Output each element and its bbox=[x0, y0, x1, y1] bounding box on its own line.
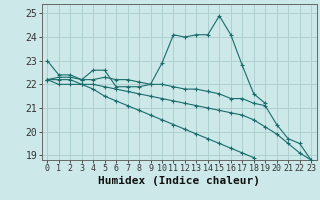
X-axis label: Humidex (Indice chaleur): Humidex (Indice chaleur) bbox=[98, 176, 260, 186]
